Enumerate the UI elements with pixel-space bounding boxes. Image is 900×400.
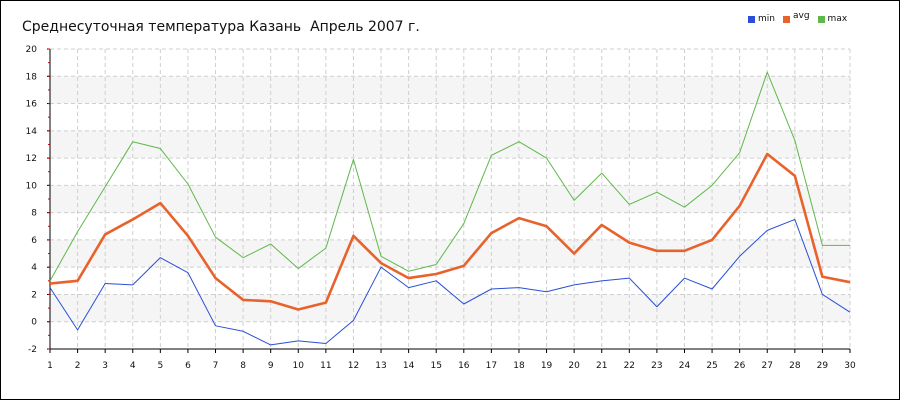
x-tick-label: 17 xyxy=(486,361,497,371)
y-tick-label: 4 xyxy=(31,263,37,273)
series-line-min xyxy=(49,218,851,346)
grid-band xyxy=(50,76,850,104)
y-tick-label: -2 xyxy=(28,345,37,355)
x-tick-label: 14 xyxy=(403,361,415,371)
x-tick-label: 13 xyxy=(375,361,386,371)
y-tick-label: 2 xyxy=(31,290,37,300)
x-tick-label: 12 xyxy=(348,361,359,371)
y-tick-label: 10 xyxy=(26,181,38,191)
x-tick-label: 16 xyxy=(458,361,470,371)
y-tick-label: 8 xyxy=(31,209,37,219)
x-tick-label: 22 xyxy=(624,361,635,371)
grid-band xyxy=(50,185,850,213)
x-tick-label: 10 xyxy=(293,361,305,371)
x-tick-label: 6 xyxy=(185,361,191,371)
y-tick-label: 16 xyxy=(26,100,38,110)
grid-band xyxy=(50,130,850,159)
grid-band xyxy=(50,294,850,322)
x-tick-label: 23 xyxy=(651,361,662,371)
x-tick-label: 15 xyxy=(430,361,441,371)
legend-swatch-max xyxy=(817,15,825,23)
x-tick-label: 5 xyxy=(157,361,163,371)
y-tick-label: 6 xyxy=(31,236,37,246)
y-tick-label: 18 xyxy=(26,72,38,82)
chart-title: Среднесуточная температура Казань Апрель… xyxy=(22,19,420,35)
x-tick-label: 8 xyxy=(240,361,246,371)
x-tick-label: 3 xyxy=(102,361,108,371)
x-tick-label: 7 xyxy=(213,361,219,371)
legend-label-avg: avg xyxy=(792,11,810,21)
series-line-avg xyxy=(49,152,851,311)
x-tick-label: 24 xyxy=(679,361,691,371)
x-tick-label: 26 xyxy=(734,361,746,371)
legend-swatch-avg xyxy=(782,15,790,23)
x-tick-label: 30 xyxy=(844,361,856,371)
y-tick-label: 14 xyxy=(26,127,38,137)
x-tick-label: 21 xyxy=(596,361,607,371)
y-tick-label: 0 xyxy=(31,318,37,328)
x-tick-label: 20 xyxy=(568,361,580,371)
legend-item-avg: avg xyxy=(782,11,810,24)
legend-swatch-min xyxy=(748,15,755,23)
x-tick-label: 2 xyxy=(75,361,81,371)
x-tick-label: 19 xyxy=(541,361,553,371)
y-tick-label: 20 xyxy=(26,45,38,55)
legend-item-min: min xyxy=(748,14,775,24)
x-tick-label: 25 xyxy=(706,361,717,371)
x-tick-label: 1 xyxy=(47,361,53,371)
x-tick-label: 18 xyxy=(513,361,525,371)
series-line-max xyxy=(49,71,850,282)
y-tick-label: 12 xyxy=(26,154,37,164)
legend-item-max: max xyxy=(817,14,848,24)
x-tick-label: 29 xyxy=(817,361,829,371)
legend-label-max: max xyxy=(827,14,848,24)
x-tick-label: 11 xyxy=(320,361,331,371)
x-tick-label: 4 xyxy=(130,361,136,371)
x-tick-label: 28 xyxy=(789,361,801,371)
x-tick-label: 9 xyxy=(268,361,274,371)
legend: min avg max xyxy=(748,11,848,24)
legend-label-min: min xyxy=(758,14,775,24)
x-tick-label: 27 xyxy=(762,361,773,371)
